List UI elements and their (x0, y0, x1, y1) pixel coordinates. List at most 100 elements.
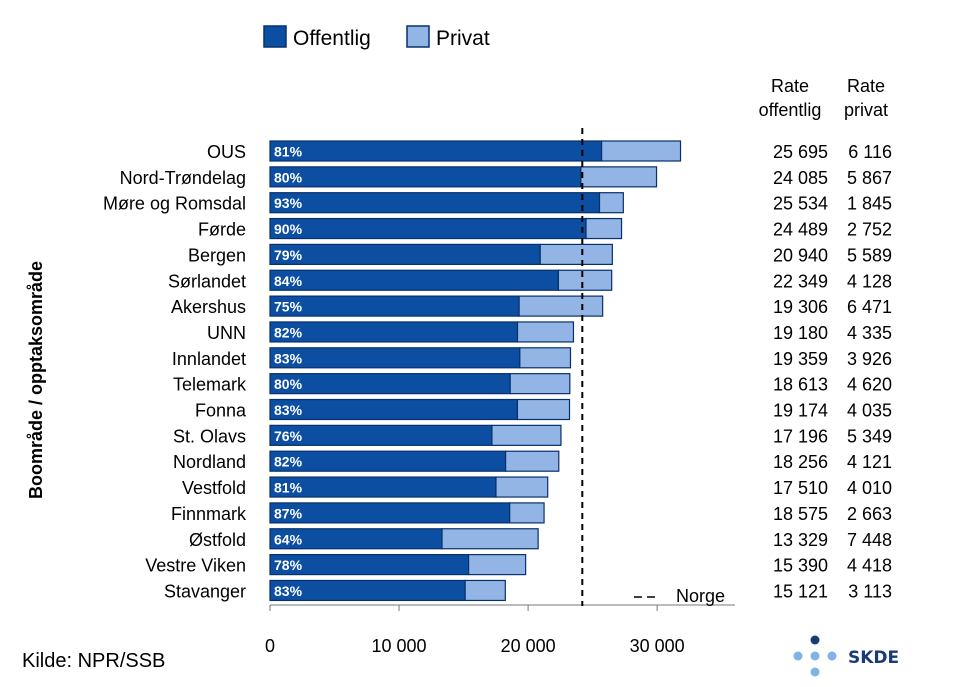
bar-offentlig (269, 140, 603, 162)
bar-pct-label: 79% (274, 247, 303, 263)
bar-offentlig (269, 373, 511, 395)
rate-offentlig-value: 18 256 (773, 452, 828, 472)
rate-offentlig-value: 24 489 (773, 220, 828, 240)
bar-pct-label: 82% (274, 454, 303, 470)
bar-privat (491, 424, 562, 446)
bar-pct-label: 76% (274, 428, 303, 444)
bar-privat (516, 321, 575, 343)
reference-legend-label: Norge (676, 586, 725, 606)
bar-offentlig (269, 450, 507, 472)
bar-pct-label: 78% (274, 557, 303, 573)
rate-offentlig-value: 19 359 (773, 349, 828, 369)
logo-text: SKDE (848, 648, 899, 668)
bar-pct-label: 83% (274, 583, 303, 599)
source-note: Kilde: NPR/SSB (22, 650, 166, 672)
legend-swatch-offentlig (263, 25, 287, 48)
category-label: UNN (207, 323, 246, 343)
skde-logo: SKDE (793, 635, 899, 677)
bar-privat (495, 476, 549, 498)
bar-pct-label: 93% (274, 195, 303, 211)
bar-privat (539, 243, 613, 265)
category-label: Østfold (189, 530, 246, 550)
legend-swatch-privat (406, 25, 430, 48)
legend: Offentlig Privat (263, 25, 490, 50)
bar-privat (468, 553, 527, 576)
bar-offentlig (269, 269, 560, 291)
bar-pct-label: 80% (274, 376, 303, 392)
category-label: Vestfold (182, 478, 246, 498)
bar-offentlig (269, 476, 497, 498)
bar-offentlig (269, 243, 541, 265)
bar-privat (504, 450, 560, 472)
bar-offentlig (269, 424, 493, 446)
category-label: Akershus (171, 297, 246, 317)
bar-offentlig (269, 295, 520, 317)
rate-offentlig-value: 25 534 (773, 194, 828, 214)
bar-pct-label: 90% (274, 221, 303, 237)
bar-privat (598, 192, 624, 214)
category-label: Møre og Romsdal (103, 194, 246, 214)
bar-offentlig (269, 192, 601, 214)
rate-privat-value: 3 926 (847, 349, 892, 369)
bar-privat (585, 217, 623, 240)
bar-pct-label: 81% (274, 144, 303, 160)
rate-privat-value: 2 663 (847, 504, 892, 524)
bar-pct-label: 75% (274, 299, 303, 315)
rate-offentlig-value: 15 390 (773, 556, 828, 576)
rate-offentlig-value: 19 180 (773, 323, 828, 343)
bar-offentlig (269, 217, 587, 240)
rate-offentlig-value: 15 121 (773, 581, 828, 601)
rate-privat-value: 4 418 (847, 556, 892, 576)
legend-label-privat: Privat (436, 27, 490, 50)
bar-privat (518, 295, 604, 317)
header-rate-privat-line2: privat (844, 100, 888, 120)
bar-privat (464, 579, 506, 602)
category-label: Finnmark (171, 504, 247, 524)
bar-pct-label: 84% (274, 273, 303, 289)
logo-dot-top (810, 635, 820, 645)
rate-offentlig-value: 22 349 (773, 271, 828, 291)
rate-privat-value: 4 010 (847, 478, 892, 498)
rate-privat-value: 4 335 (847, 323, 892, 343)
rate-privat-value: 4 121 (847, 452, 892, 472)
rate-offentlig-value: 19 306 (773, 297, 828, 317)
category-label: Innlandet (172, 349, 246, 369)
bar-pct-label: 82% (274, 324, 303, 340)
rate-privat-value: 1 845 (847, 194, 892, 214)
category-label: Fonna (195, 401, 247, 421)
category-label: Vestre Viken (145, 556, 246, 576)
category-label: Telemark (173, 375, 247, 395)
bar-privat (441, 528, 539, 550)
rate-privat-value: 5 589 (847, 245, 892, 265)
rate-privat-value: 4 035 (847, 401, 892, 421)
rate-privat-value: 4 128 (847, 271, 892, 291)
rate-offentlig-value: 25 695 (773, 142, 828, 162)
legend-label-offentlig: Offentlig (293, 27, 371, 50)
bar-offentlig (269, 321, 519, 343)
rate-privat-value: 4 620 (847, 375, 892, 395)
logo-dot-right (827, 651, 837, 661)
logo-dot-bottom (810, 667, 820, 677)
rate-offentlig-value: 24 085 (773, 168, 828, 188)
category-label: OUS (207, 142, 246, 162)
x-tick-label: 0 (265, 636, 275, 656)
bar-privat (516, 398, 571, 421)
bar-privat (519, 347, 572, 369)
bar-offentlig (269, 166, 582, 188)
bar-pct-label: 64% (274, 531, 303, 547)
header-rate-offentlig-line1: Rate (771, 76, 809, 96)
logo-dot-left (793, 651, 803, 661)
bar-privat (509, 502, 545, 524)
row-labels: OUS 25 695 6 116 Nord-Trøndelag 24 085 5 867 M… (103, 142, 892, 601)
x-tick-label: 20 000 (501, 636, 556, 656)
rate-privat-value: 3 113 (848, 581, 892, 601)
bar-pct-label: 83% (274, 350, 303, 366)
rate-privat-value: 6 471 (847, 297, 892, 317)
bar-pct-label: 87% (274, 505, 303, 521)
x-tick-label: 10 000 (372, 636, 427, 656)
bar-offentlig (269, 502, 511, 524)
bars: 81% 80% 93% 90% 79% 84% 75% 82% 83% 80% 83% 76% 82% 8… (269, 140, 682, 602)
category-label: Nordland (173, 452, 246, 472)
category-label: Førde (198, 220, 246, 240)
